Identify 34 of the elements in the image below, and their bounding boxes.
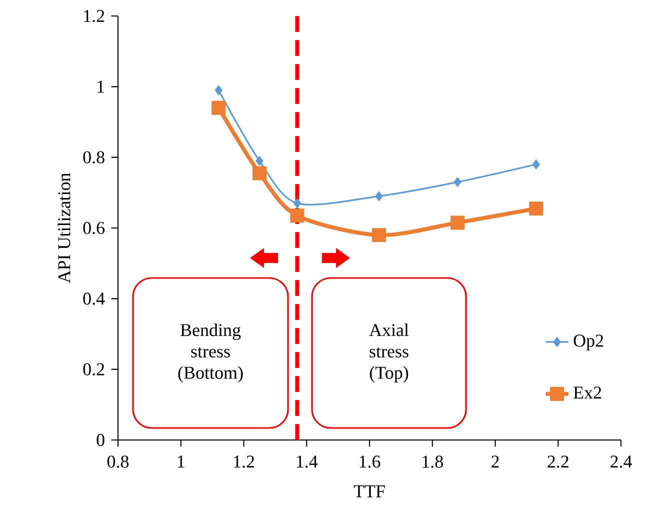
y-tick-label: 1 — [98, 80, 104, 93]
point — [454, 177, 462, 188]
point — [212, 100, 226, 115]
point — [252, 166, 266, 180]
y-tick-label: 0 — [96, 434, 104, 446]
point — [532, 159, 540, 170]
point — [256, 156, 264, 166]
point — [375, 191, 383, 202]
x-tick-label: 0.8 — [107, 456, 129, 468]
y-axis-title: API Utilization — [58, 173, 70, 284]
x-tick-label: 1.2 — [234, 456, 254, 468]
y-tick-label: 0.6 — [83, 222, 105, 234]
x-axis-title: TTF — [354, 485, 385, 498]
point — [290, 208, 304, 223]
y-tick-label: 1.2 — [84, 10, 104, 22]
y-tick-label: 0.4 — [83, 292, 105, 305]
x-tick-label: 1 — [178, 456, 184, 468]
x-tick-label: 2 — [492, 456, 499, 468]
y-tick-label: 0.8 — [83, 151, 104, 164]
point — [214, 85, 222, 96]
point — [372, 228, 386, 242]
point — [293, 198, 302, 208]
x-tick-label: 1.4 — [296, 456, 318, 468]
annotation: Bending stress (Bottom) — [178, 324, 243, 382]
y-tick-label: 0.2 — [83, 363, 104, 376]
x-tick-label: 2.2 — [548, 456, 568, 468]
point — [529, 202, 544, 216]
x-tick-label: 1.8 — [422, 456, 443, 468]
x-tick-label: 1.6 — [360, 456, 380, 468]
legend-label: Ex2 — [574, 386, 602, 398]
point — [450, 216, 465, 230]
legend-label: Op2 — [574, 334, 604, 350]
x-tick-label: 2.4 — [610, 456, 632, 468]
annotation: Axial stress (Top) — [369, 324, 409, 382]
